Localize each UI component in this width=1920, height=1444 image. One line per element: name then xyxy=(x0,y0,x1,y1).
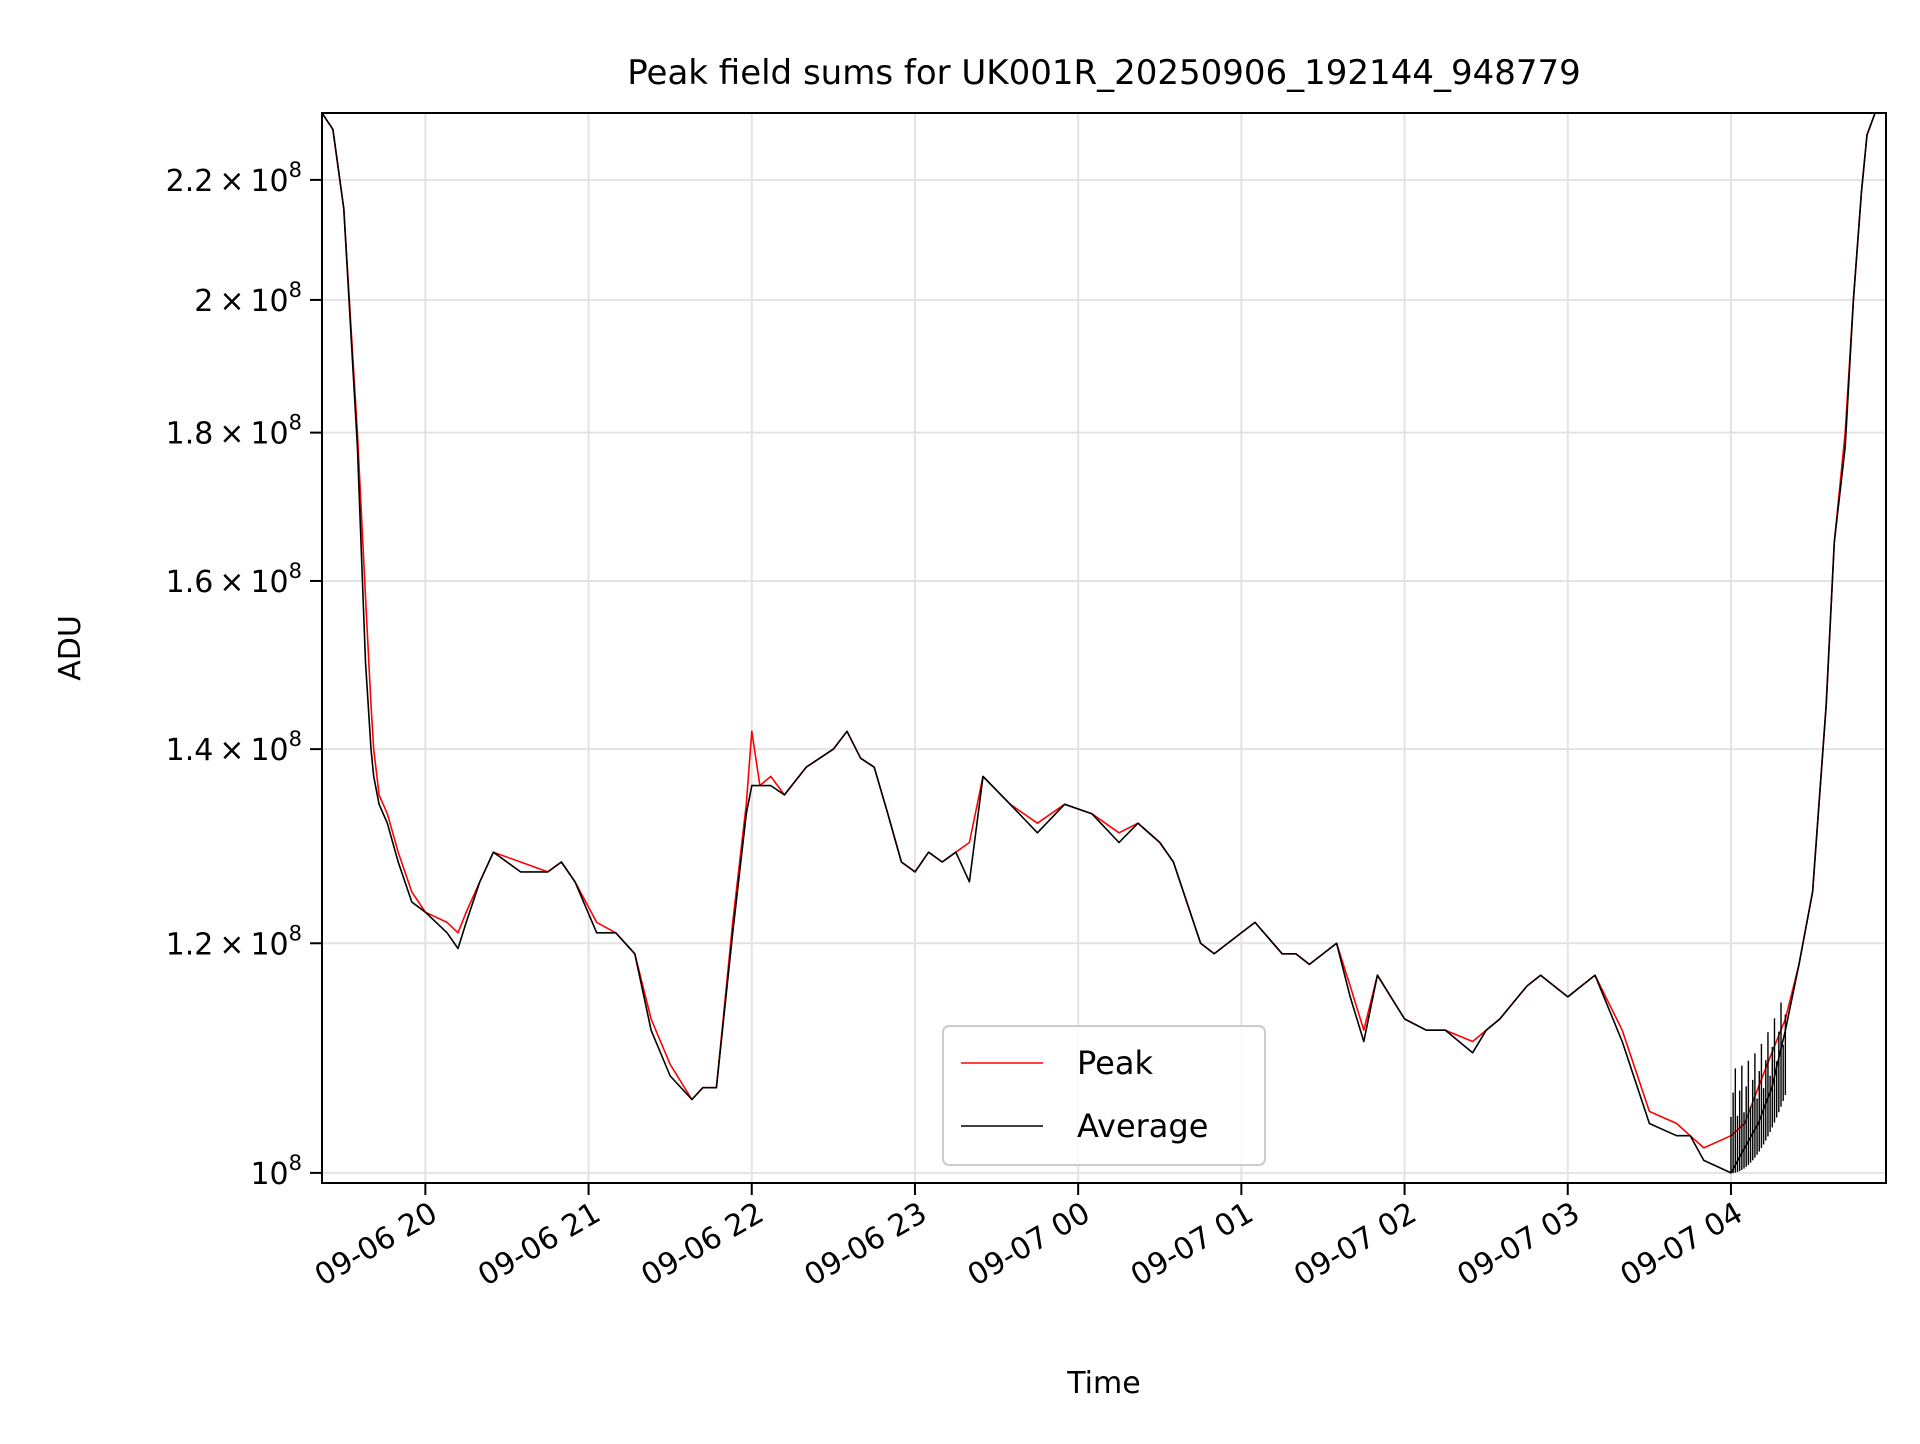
series-line-average xyxy=(321,112,1886,1174)
series-layer xyxy=(321,112,1886,1174)
y-tick-label: 2.2 × 108 xyxy=(166,158,302,199)
y-tick-label: 1.4 × 108 xyxy=(166,727,302,768)
y-tick-label: 1.6 × 108 xyxy=(166,559,302,600)
plot-frame xyxy=(321,112,1887,1184)
y-tick-label: 1.8 × 108 xyxy=(166,411,302,452)
grid xyxy=(322,113,1886,1183)
legend: Peak Average xyxy=(942,1025,1266,1166)
y-tick-label: 1.2 × 108 xyxy=(166,921,302,962)
legend-label-peak: Peak xyxy=(1077,1044,1153,1082)
chart-title: Peak field sums for UK001R_20250906_1921… xyxy=(627,53,1581,93)
y-axis-label: ADU xyxy=(53,615,88,681)
y-axis: 108 1.2 × 108 1.4 × 108 1.6 × 108 1.8 × 108 2… xyxy=(166,158,322,1192)
y-tick-label: 108 xyxy=(250,1151,302,1192)
legend-box xyxy=(942,1025,1266,1166)
x-axis-label: Time xyxy=(1066,1366,1140,1401)
legend-label-average: Average xyxy=(1077,1107,1208,1145)
series-line-peak xyxy=(321,112,1886,1149)
y-tick-label: 2 × 108 xyxy=(194,278,302,319)
